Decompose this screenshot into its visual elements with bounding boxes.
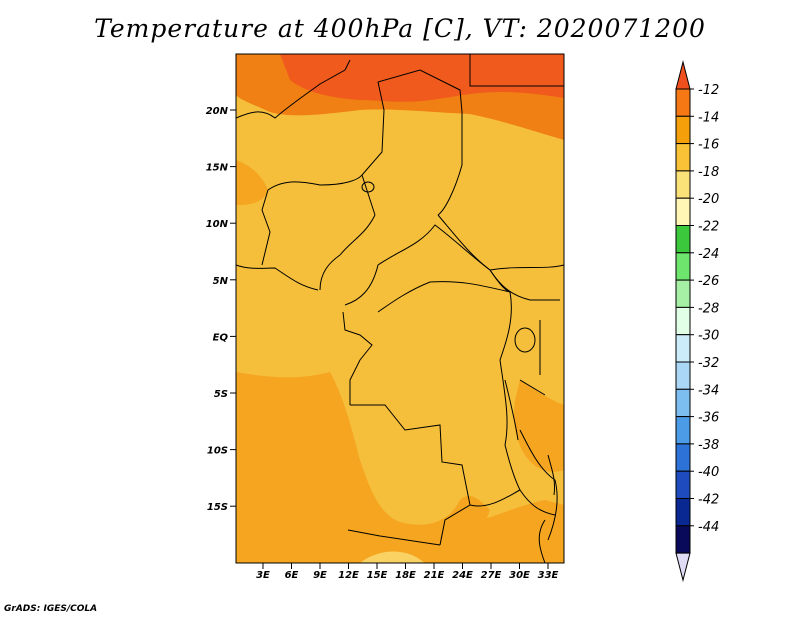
border-uganda-kenya <box>519 299 560 396</box>
colorbar-swatch <box>675 334 691 363</box>
border-zambia <box>469 489 556 516</box>
colorbar-swatch <box>675 388 691 418</box>
colorbar-swatch <box>675 525 691 554</box>
colorbar-label: -14 <box>698 110 719 125</box>
band-hot-north <box>280 54 564 102</box>
colorbar-swatch <box>675 306 691 336</box>
colorbar-swatch <box>675 197 691 226</box>
colorbar-label: -28 <box>698 301 719 316</box>
country-borders <box>235 54 565 564</box>
colorbar-label: -36 <box>698 411 719 426</box>
lakes <box>361 181 555 496</box>
lon-label: 6E <box>285 570 299 581</box>
border-car-south <box>377 281 511 313</box>
band-westcoast-warm <box>236 160 268 205</box>
colorbar-swatch <box>675 115 691 145</box>
lat-label: 5N <box>213 276 229 287</box>
colorbar-label: -42 <box>698 493 719 508</box>
colorbar-swatch <box>675 470 691 500</box>
colorbar-label: -12 <box>698 83 719 98</box>
lat-label: 5S <box>214 389 228 400</box>
colorbar-label: -16 <box>698 138 719 153</box>
lon-label: 15E <box>367 570 388 581</box>
border-niger-chad <box>361 81 385 216</box>
lat-label: 15N <box>206 163 229 174</box>
lon-label: 9E <box>313 570 327 581</box>
colorbar-swatch <box>675 225 691 254</box>
colorbar-swatch <box>675 279 691 308</box>
credit-text: GrADS: IGES/COLA <box>4 604 98 614</box>
lake-malawi <box>547 454 555 496</box>
colorbar-label: -22 <box>698 220 719 235</box>
band-light-south <box>360 551 425 563</box>
lon-label: 3E <box>256 570 270 581</box>
colorbar-label: -44 <box>698 520 719 535</box>
lat-label: 10N <box>206 219 229 230</box>
lat-label: EQ <box>213 332 229 343</box>
colorbar-label: -34 <box>698 383 719 398</box>
border-libya-egypt <box>469 54 564 87</box>
border-angola-namibia <box>347 529 441 546</box>
border-nigeria-cameroon <box>319 214 376 291</box>
border-mozambique <box>538 519 546 564</box>
colorbar-swatch <box>675 498 691 527</box>
colorbar-swatch <box>675 416 691 445</box>
colorbar-label: -24 <box>698 247 719 262</box>
lon-label: 12E <box>338 570 359 581</box>
colorbar-label: -32 <box>698 356 719 371</box>
colorbar-top-arrow <box>675 60 691 90</box>
border-libya-chad <box>377 69 463 113</box>
border-west-gulf <box>235 264 319 291</box>
border-tanzania <box>519 429 558 541</box>
colorbar-swatch <box>675 143 691 172</box>
colorbar-swatch <box>675 443 691 472</box>
colorbar-swatch <box>675 361 691 390</box>
border-drc-east <box>499 291 521 491</box>
lon-label: 27E <box>481 570 502 581</box>
colorbar-swatch <box>675 170 691 199</box>
colorbar-label: -26 <box>698 274 719 289</box>
border-nigeria <box>261 174 363 266</box>
lake-chad <box>361 181 375 193</box>
border-sudan-southsudan <box>437 214 565 293</box>
lon-label: 21E <box>424 570 445 581</box>
colorbar-label: -20 <box>698 192 719 207</box>
latitude-axis: 20N 15N 10N 5N EQ 5S 10S 15S <box>206 106 236 513</box>
lon-label: 18E <box>395 570 416 581</box>
border-niger-algeria <box>235 59 351 119</box>
border-congo <box>342 311 373 405</box>
colorbar: -12 -14 -16 -18 -20 -22 -24 -26 -28 -30 -32 -34 -36 -… <box>675 60 719 583</box>
lat-label: 10S <box>207 446 228 457</box>
colorbar-swatch <box>675 252 691 281</box>
border-chad-sudan <box>437 112 463 216</box>
colorbar-swatch <box>675 88 691 117</box>
colorbar-label: -18 <box>698 165 719 180</box>
lake-victoria <box>514 327 536 353</box>
colorbar-label: -38 <box>698 438 719 453</box>
lon-label: 33E <box>538 570 559 581</box>
map-frame <box>235 53 565 564</box>
longitude-axis: 3E 6E 9E 12E 15E 18E 21E 24E 27E 30E 33E <box>256 563 559 581</box>
lon-label: 24E <box>452 570 473 581</box>
band-southwest-warm <box>236 372 490 563</box>
colorbar-label: -30 <box>698 329 719 344</box>
lat-label: 15S <box>207 502 228 513</box>
lake-tanganyika <box>504 379 519 441</box>
lon-label: 30E <box>509 570 530 581</box>
colorbar-bottom-arrow <box>675 552 691 583</box>
border-angola <box>350 404 471 546</box>
band-southeast-warm <box>513 380 564 472</box>
colorbar-label: -40 <box>698 465 719 480</box>
lat-label: 20N <box>206 106 229 117</box>
chart-title: Temperature at 400hPa [C], VT: 202007120… <box>94 14 706 43</box>
